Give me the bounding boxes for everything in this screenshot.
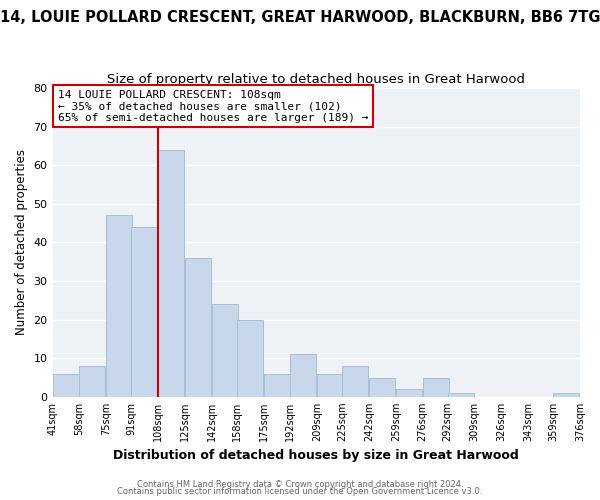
Bar: [53, 374, 79, 397]
Y-axis label: Number of detached properties: Number of detached properties: [15, 150, 28, 336]
Bar: [212, 304, 238, 397]
Bar: [79, 366, 105, 397]
Bar: [342, 366, 368, 397]
Bar: [553, 393, 579, 397]
Text: 14, LOUIE POLLARD CRESCENT, GREAT HARWOOD, BLACKBURN, BB6 7TG: 14, LOUIE POLLARD CRESCENT, GREAT HARWOO…: [0, 10, 600, 25]
Bar: [185, 258, 211, 397]
Bar: [263, 374, 290, 397]
Bar: [290, 354, 316, 397]
Bar: [106, 216, 132, 397]
Bar: [317, 374, 343, 397]
X-axis label: Distribution of detached houses by size in Great Harwood: Distribution of detached houses by size …: [113, 450, 519, 462]
Bar: [158, 150, 184, 397]
Text: 14 LOUIE POLLARD CRESCENT: 108sqm
← 35% of detached houses are smaller (102)
65%: 14 LOUIE POLLARD CRESCENT: 108sqm ← 35% …: [58, 90, 368, 123]
Text: Contains public sector information licensed under the Open Government Licence v3: Contains public sector information licen…: [118, 487, 482, 496]
Bar: [422, 378, 449, 397]
Bar: [237, 320, 263, 397]
Bar: [369, 378, 395, 397]
Bar: [396, 389, 422, 397]
Bar: [131, 227, 157, 397]
Text: Contains HM Land Registry data © Crown copyright and database right 2024.: Contains HM Land Registry data © Crown c…: [137, 480, 463, 489]
Title: Size of property relative to detached houses in Great Harwood: Size of property relative to detached ho…: [107, 72, 525, 86]
Bar: [448, 393, 474, 397]
